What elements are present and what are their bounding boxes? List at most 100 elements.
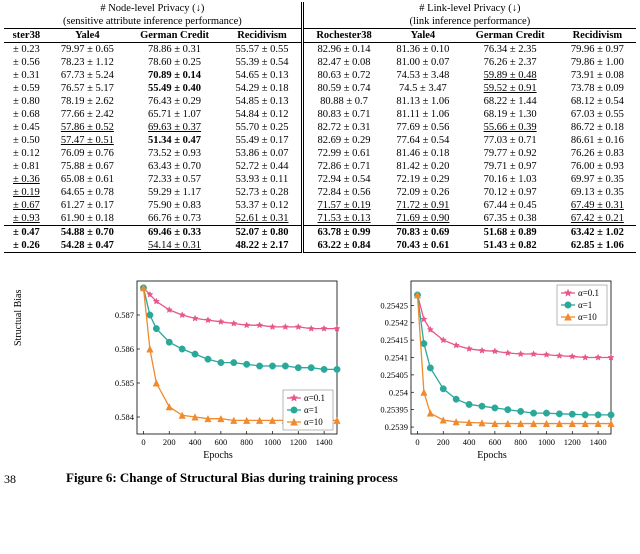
svg-text:0.2539: 0.2539: [385, 422, 408, 432]
table-cell: 72.84 ± 0.56: [302, 186, 384, 199]
table-cell: 67.35 ± 0.38: [462, 212, 559, 226]
svg-text:0.584: 0.584: [115, 412, 135, 422]
svg-text:800: 800: [514, 437, 527, 447]
table-cell: 69.46 ± 0.33: [126, 226, 223, 240]
svg-text:0: 0: [141, 437, 145, 447]
table-cell: 52.07 ± 0.80: [223, 226, 302, 240]
table-cell: 70.83 ± 0.69: [384, 226, 461, 240]
svg-text:0.586: 0.586: [115, 344, 134, 354]
table-cell: 86.72 ± 0.18: [559, 121, 636, 134]
table-cell: 70.43 ± 0.61: [384, 239, 461, 253]
table-cell: 71.57 ± 0.19: [302, 199, 384, 212]
table-cell: 61.27 ± 0.17: [49, 199, 126, 212]
table-cell: ± 0.67: [4, 199, 49, 212]
table-cell: 54.84 ± 0.12: [223, 108, 302, 121]
table-cell: 55.57 ± 0.55: [223, 43, 302, 57]
table-cell: 86.61 ± 0.16: [559, 134, 636, 147]
table-cell: 72.09 ± 0.26: [384, 186, 461, 199]
svg-text:0.25405: 0.25405: [380, 370, 408, 380]
table-cell: 63.42 ± 1.02: [559, 226, 636, 240]
table-cell: 81.13 ± 1.06: [384, 95, 461, 108]
table-cell: 69.63 ± 0.37: [126, 121, 223, 134]
chart-left-svg: 0.5840.5850.5860.58702004006008001000120…: [93, 273, 343, 458]
table-cell: 65.71 ± 1.07: [126, 108, 223, 121]
svg-text:1200: 1200: [564, 437, 581, 447]
table-cell: ± 0.36: [4, 173, 49, 186]
table-cell: 76.00 ± 0.93: [559, 160, 636, 173]
table-cell: 80.88 ± 0.7: [302, 95, 384, 108]
table-cell: 78.23 ± 1.12: [49, 56, 126, 69]
table-cell: 52.61 ± 0.31: [223, 212, 302, 226]
table-cell: 52.73 ± 0.28: [223, 186, 302, 199]
svg-text:0.25415: 0.25415: [380, 335, 408, 345]
table-cell: 71.72 ± 0.91: [384, 199, 461, 212]
table-cell: 79.77 ± 0.92: [462, 147, 559, 160]
charts-row: 0.5840.5850.5860.58702004006008001000120…: [70, 273, 640, 458]
table-cell: 80.59 ± 0.74: [302, 82, 384, 95]
chart-right: 0.25390.253950.2540.254050.25410.254150.…: [367, 273, 617, 458]
svg-text:α=1: α=1: [304, 405, 318, 415]
table-cell: 63.78 ± 0.99: [302, 226, 384, 240]
figure-caption: Figure 6: Change of Structural Bias duri…: [66, 470, 398, 486]
svg-text:1200: 1200: [290, 437, 307, 447]
table-cell: 55.49 ± 0.17: [223, 134, 302, 147]
svg-text:0.25425: 0.25425: [380, 300, 408, 310]
table-cell: 59.29 ± 1.17: [126, 186, 223, 199]
table-cell: ± 0.68: [4, 108, 49, 121]
table-cell: 80.63 ± 0.72: [302, 69, 384, 82]
table-cell: 79.96 ± 0.97: [559, 43, 636, 57]
table-cell: 70.12 ± 0.97: [462, 186, 559, 199]
table-cell: 67.42 ± 0.21: [559, 212, 636, 226]
header-node-privacy: # Node-level Privacy (↓): [4, 2, 302, 15]
table-cell: 76.26 ± 2.37: [462, 56, 559, 69]
table-cell: 72.99 ± 0.61: [302, 147, 384, 160]
table-cell: 53.86 ± 0.07: [223, 147, 302, 160]
table-cell: 55.70 ± 0.25: [223, 121, 302, 134]
table-cell: 73.78 ± 0.09: [559, 82, 636, 95]
svg-text:400: 400: [189, 437, 202, 447]
table-cell: ± 0.45: [4, 121, 49, 134]
table-cell: 64.65 ± 0.78: [49, 186, 126, 199]
table-cell: 81.42 ± 0.20: [384, 160, 461, 173]
chart-right-xlabel: Epochs: [477, 450, 506, 461]
col-header: German Credit: [462, 29, 559, 43]
table-cell: 62.85 ± 1.06: [559, 239, 636, 253]
table-cell: 78.86 ± 0.31: [126, 43, 223, 57]
table-cell: 74.53 ± 3.48: [384, 69, 461, 82]
table-cell: 54.65 ± 0.13: [223, 69, 302, 82]
table-cell: ± 0.56: [4, 56, 49, 69]
col-header: Recidivism: [223, 29, 302, 43]
table-cell: 82.96 ± 0.14: [302, 43, 384, 57]
svg-text:0.25395: 0.25395: [380, 405, 408, 415]
svg-text:α=0.1: α=0.1: [304, 393, 325, 403]
table-cell: 48.22 ± 2.17: [223, 239, 302, 253]
table-cell: 81.36 ± 0.10: [384, 43, 461, 57]
table-cell: 59.89 ± 0.48: [462, 69, 559, 82]
svg-text:α=0.1: α=0.1: [578, 288, 599, 298]
chart-left: 0.5840.5850.5860.58702004006008001000120…: [93, 273, 343, 458]
table-cell: 82.69 ± 0.29: [302, 134, 384, 147]
subheader-link: (link inference performance): [302, 15, 636, 29]
col-header: Rochester38: [302, 29, 384, 43]
table-cell: 77.69 ± 0.56: [384, 121, 461, 134]
svg-text:200: 200: [163, 437, 176, 447]
table-cell: 53.37 ± 0.12: [223, 199, 302, 212]
svg-text:0.585: 0.585: [115, 378, 134, 388]
table-cell: 54.85 ± 0.13: [223, 95, 302, 108]
table-cell: 77.64 ± 0.54: [384, 134, 461, 147]
table-cell: 54.88 ± 0.70: [49, 226, 126, 240]
svg-text:400: 400: [463, 437, 476, 447]
results-table: # Node-level Privacy (↓)# Link-level Pri…: [4, 2, 636, 253]
table-cell: 54.14 ± 0.31: [126, 239, 223, 253]
svg-text:200: 200: [437, 437, 450, 447]
col-header: German Credit: [126, 29, 223, 43]
table-cell: 74.5 ± 3.47: [384, 82, 461, 95]
table-cell: 68.19 ± 1.30: [462, 108, 559, 121]
table-cell: 55.66 ± 0.39: [462, 121, 559, 134]
chart-right-svg: 0.25390.253950.2540.254050.25410.254150.…: [367, 273, 617, 458]
header-link-privacy: # Link-level Privacy (↓): [302, 2, 636, 15]
svg-text:α=10: α=10: [304, 417, 323, 427]
table-cell: 78.19 ± 2.62: [49, 95, 126, 108]
table-cell: 69.97 ± 0.35: [559, 173, 636, 186]
table-cell: 79.97 ± 0.65: [49, 43, 126, 57]
